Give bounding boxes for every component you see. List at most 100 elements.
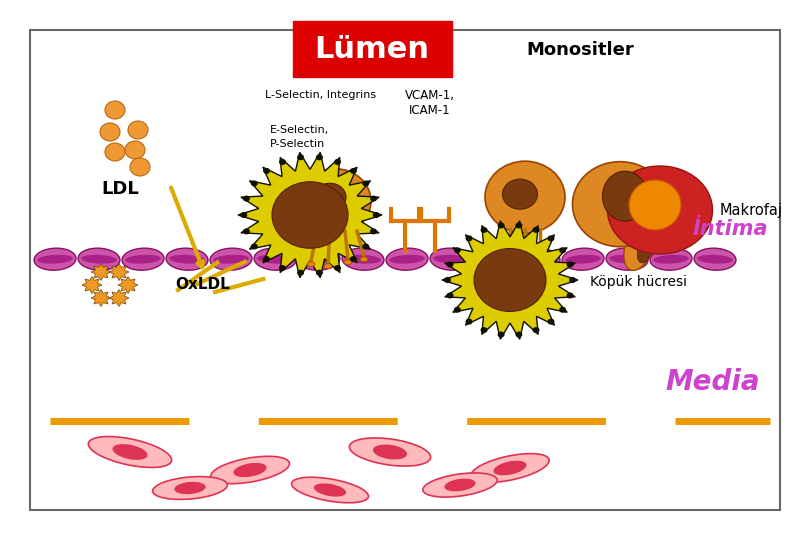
Text: Monositler: Monositler bbox=[526, 41, 634, 59]
Ellipse shape bbox=[130, 158, 150, 176]
Ellipse shape bbox=[370, 195, 377, 201]
Ellipse shape bbox=[573, 161, 667, 247]
Ellipse shape bbox=[694, 248, 736, 270]
Ellipse shape bbox=[386, 248, 428, 270]
Ellipse shape bbox=[105, 143, 125, 161]
Ellipse shape bbox=[313, 483, 346, 497]
Ellipse shape bbox=[515, 222, 522, 228]
Text: LDL: LDL bbox=[101, 180, 139, 198]
Ellipse shape bbox=[78, 248, 120, 270]
Ellipse shape bbox=[454, 307, 461, 313]
Text: OxLDL: OxLDL bbox=[175, 277, 230, 292]
Ellipse shape bbox=[608, 166, 713, 254]
Ellipse shape bbox=[241, 212, 247, 218]
Ellipse shape bbox=[314, 183, 346, 211]
Text: Makrofaj: Makrofaj bbox=[720, 202, 783, 218]
Ellipse shape bbox=[477, 255, 513, 264]
Ellipse shape bbox=[497, 222, 505, 228]
Ellipse shape bbox=[349, 438, 431, 466]
Ellipse shape bbox=[446, 293, 454, 299]
Ellipse shape bbox=[480, 227, 488, 233]
Ellipse shape bbox=[559, 307, 566, 313]
Ellipse shape bbox=[344, 260, 352, 265]
Ellipse shape bbox=[233, 463, 266, 477]
Ellipse shape bbox=[624, 218, 656, 271]
Ellipse shape bbox=[263, 256, 270, 262]
Ellipse shape bbox=[474, 248, 516, 270]
Ellipse shape bbox=[474, 248, 546, 312]
Ellipse shape bbox=[301, 255, 337, 264]
Ellipse shape bbox=[279, 265, 286, 271]
Ellipse shape bbox=[88, 436, 172, 468]
Polygon shape bbox=[118, 276, 138, 294]
Ellipse shape bbox=[263, 168, 270, 174]
Ellipse shape bbox=[515, 332, 522, 338]
Ellipse shape bbox=[334, 159, 341, 165]
Ellipse shape bbox=[105, 101, 125, 119]
Ellipse shape bbox=[113, 444, 147, 460]
Ellipse shape bbox=[569, 277, 576, 283]
Ellipse shape bbox=[373, 212, 380, 218]
Ellipse shape bbox=[466, 319, 472, 325]
Ellipse shape bbox=[362, 180, 369, 186]
Ellipse shape bbox=[497, 332, 505, 338]
Ellipse shape bbox=[548, 235, 555, 241]
Ellipse shape bbox=[251, 244, 258, 249]
Text: P-Selectin: P-Selectin bbox=[270, 139, 326, 149]
Ellipse shape bbox=[254, 248, 296, 270]
Ellipse shape bbox=[697, 255, 733, 264]
Ellipse shape bbox=[257, 255, 293, 264]
Ellipse shape bbox=[360, 256, 368, 262]
Ellipse shape bbox=[485, 161, 565, 233]
Ellipse shape bbox=[362, 244, 369, 249]
Ellipse shape bbox=[174, 482, 206, 494]
Ellipse shape bbox=[521, 255, 556, 264]
Bar bbox=[30, 30, 780, 510]
Ellipse shape bbox=[125, 141, 145, 159]
Text: Köpük hücresi: Köpük hücresi bbox=[590, 275, 687, 289]
Ellipse shape bbox=[430, 248, 472, 270]
Ellipse shape bbox=[532, 227, 539, 233]
Ellipse shape bbox=[532, 327, 539, 333]
Text: E-Selectin,: E-Selectin, bbox=[270, 125, 329, 135]
Ellipse shape bbox=[445, 478, 475, 491]
Ellipse shape bbox=[297, 154, 304, 160]
Ellipse shape bbox=[37, 255, 73, 264]
Ellipse shape bbox=[493, 461, 526, 475]
Ellipse shape bbox=[166, 248, 208, 270]
Ellipse shape bbox=[292, 477, 369, 503]
Text: L-Selectin, Integrins: L-Selectin, Integrins bbox=[265, 90, 376, 100]
Ellipse shape bbox=[370, 228, 377, 234]
Ellipse shape bbox=[324, 264, 332, 269]
Ellipse shape bbox=[210, 248, 252, 270]
Ellipse shape bbox=[562, 248, 604, 270]
Ellipse shape bbox=[566, 293, 573, 299]
Ellipse shape bbox=[152, 477, 228, 500]
Ellipse shape bbox=[81, 255, 117, 264]
Polygon shape bbox=[91, 264, 111, 280]
Text: İntima: İntima bbox=[693, 219, 768, 239]
Ellipse shape bbox=[653, 255, 688, 264]
Ellipse shape bbox=[389, 255, 424, 264]
FancyBboxPatch shape bbox=[293, 21, 452, 77]
Ellipse shape bbox=[34, 248, 76, 270]
Ellipse shape bbox=[169, 255, 205, 264]
Ellipse shape bbox=[637, 235, 653, 263]
Ellipse shape bbox=[373, 444, 407, 460]
Ellipse shape bbox=[297, 269, 304, 276]
Polygon shape bbox=[238, 152, 382, 278]
Polygon shape bbox=[91, 289, 111, 307]
Ellipse shape bbox=[307, 262, 315, 267]
Ellipse shape bbox=[502, 179, 538, 209]
Ellipse shape bbox=[211, 456, 289, 484]
Ellipse shape bbox=[272, 182, 348, 248]
Ellipse shape bbox=[444, 277, 451, 283]
Ellipse shape bbox=[316, 154, 323, 160]
Ellipse shape bbox=[609, 255, 645, 264]
Ellipse shape bbox=[629, 180, 681, 230]
Ellipse shape bbox=[251, 180, 258, 186]
Ellipse shape bbox=[126, 255, 161, 264]
Ellipse shape bbox=[299, 168, 371, 234]
Polygon shape bbox=[82, 276, 102, 294]
Ellipse shape bbox=[603, 171, 647, 221]
